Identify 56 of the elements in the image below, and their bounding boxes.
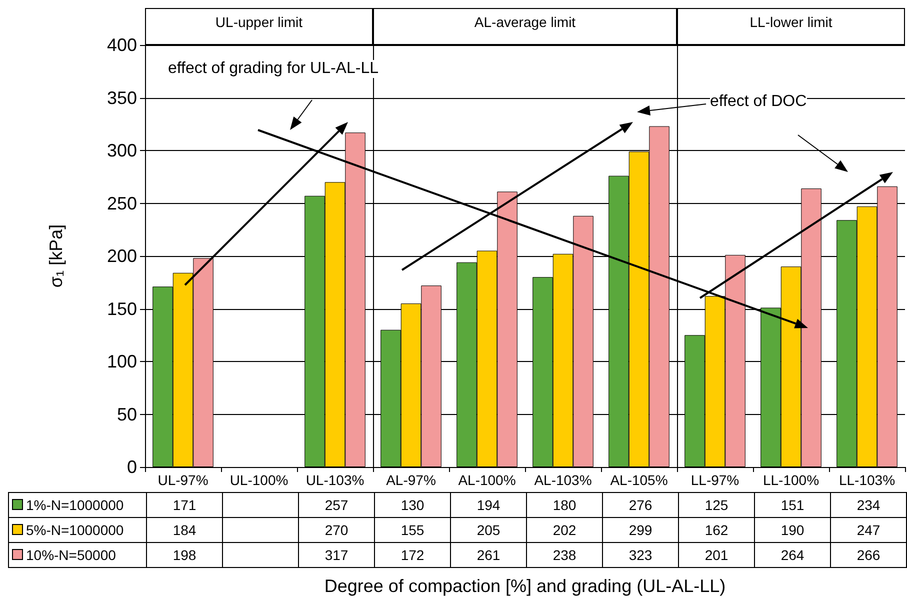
data-label: 130 xyxy=(374,492,450,518)
data-label: 266 xyxy=(830,542,906,568)
y-tick-label: 400 xyxy=(106,35,137,55)
annotation: effect of grading for UL-AL-LL xyxy=(168,60,378,78)
text: LL-lower limit xyxy=(677,8,905,45)
data-label: 201 xyxy=(678,542,754,568)
data-label: 247 xyxy=(830,518,906,542)
data-label: 234 xyxy=(830,492,906,518)
data-label: 162 xyxy=(678,518,754,542)
data-label: 257 xyxy=(298,492,374,518)
legend-label: 10%-N=50000 xyxy=(8,542,146,568)
data-label: 151 xyxy=(754,492,830,518)
data-label: 194 xyxy=(450,492,526,518)
text: UL-upper limit xyxy=(145,8,373,45)
x-tick-label: AL-97% xyxy=(386,472,436,488)
y-tick-label: 350 xyxy=(106,88,137,108)
data-label: 171 xyxy=(146,492,222,518)
x-tick-label: UL-103% xyxy=(306,472,364,488)
data-label: 190 xyxy=(754,518,830,542)
y-tick-label: 100 xyxy=(106,352,137,372)
x-tick-label: UL-100% xyxy=(230,472,288,488)
x-tick-label: AL-105% xyxy=(610,472,668,488)
data-label: 323 xyxy=(602,542,678,568)
x-tick-label: LL-100% xyxy=(762,472,820,488)
x-tick-label: AL-100% xyxy=(458,472,516,488)
legend-label: 5%-N=1000000 xyxy=(8,518,146,542)
x-tick-label: AL-103% xyxy=(534,472,592,488)
data-label: 125 xyxy=(678,492,754,518)
y-tick-label: 300 xyxy=(106,140,137,160)
data-label: 205 xyxy=(450,518,526,542)
annotation: effect of DOC xyxy=(710,93,807,111)
data-label: 202 xyxy=(526,518,602,542)
x-axis-title: Degree of compaction [%] and grading (UL-AL-LL) xyxy=(323,576,727,597)
data-label: 276 xyxy=(602,492,678,518)
data-label: 264 xyxy=(754,542,830,568)
y-tick-label: 0 xyxy=(126,457,137,477)
data-label: 299 xyxy=(602,518,678,542)
x-tick-label: LL-103% xyxy=(838,472,896,488)
data-label: 172 xyxy=(374,542,450,568)
y-axis-title: σ₁ [kPa] xyxy=(46,224,66,288)
data-label: 317 xyxy=(298,542,374,568)
x-tick-label: UL-97% xyxy=(158,472,208,488)
data-label: 198 xyxy=(146,542,222,568)
y-tick-label: 150 xyxy=(106,298,137,319)
legend-label: 1%-N=1000000 xyxy=(8,492,146,518)
y-tick-label: 250 xyxy=(106,193,137,214)
data-label: 270 xyxy=(298,518,374,542)
data-label: 261 xyxy=(450,542,526,568)
data-label: 238 xyxy=(526,542,602,568)
y-tick-label: 200 xyxy=(106,246,137,266)
data-label: 155 xyxy=(374,518,450,542)
text: AL-average limit xyxy=(373,8,677,45)
data-label: 180 xyxy=(526,492,602,518)
x-tick-label: LL-97% xyxy=(690,472,740,488)
y-tick-label: 50 xyxy=(116,404,137,424)
data-label: 184 xyxy=(146,518,222,542)
